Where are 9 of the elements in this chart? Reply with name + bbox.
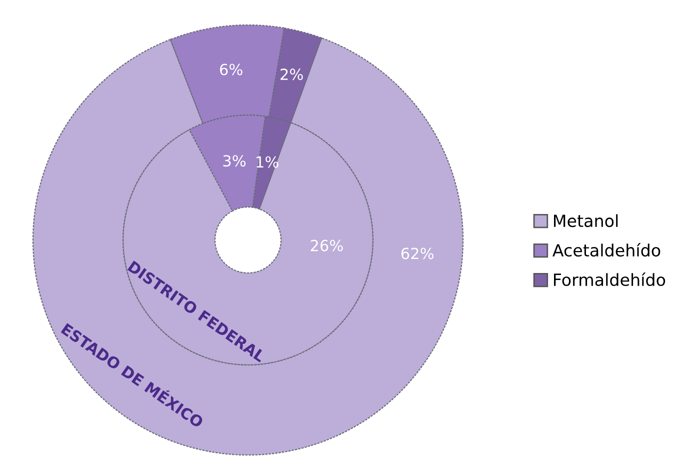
data-label: 26%	[310, 240, 343, 252]
data-label: 2%	[280, 68, 303, 80]
legend-label: Metanol	[554, 214, 618, 228]
data-label: 6%	[220, 64, 242, 76]
legend-label: Acetaldehído	[552, 243, 660, 257]
data-label: 1%	[256, 156, 278, 168]
legend-label: Formaldehído	[554, 272, 666, 286]
data-label: 3%	[223, 155, 246, 167]
data-label: 62%	[401, 248, 434, 260]
